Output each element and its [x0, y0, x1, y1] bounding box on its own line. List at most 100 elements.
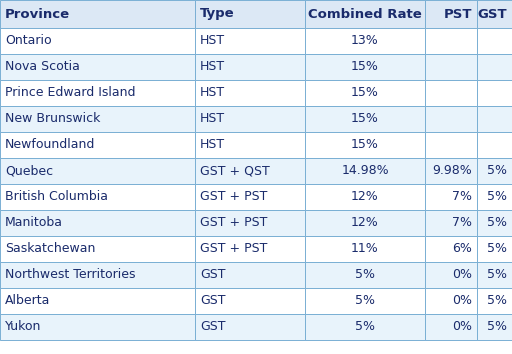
Bar — [0, 54, 195, 80]
Bar — [0, 236, 195, 262]
Text: 5%: 5% — [487, 190, 507, 204]
Text: Alberta: Alberta — [5, 295, 50, 308]
Text: GST + PST: GST + PST — [200, 190, 267, 204]
Bar — [305, 262, 425, 288]
Bar — [425, 158, 477, 184]
Text: 5%: 5% — [487, 295, 507, 308]
Bar — [0, 262, 195, 288]
Text: 5%: 5% — [355, 295, 375, 308]
Text: PST: PST — [443, 7, 472, 21]
Bar — [195, 314, 305, 340]
Bar — [477, 288, 512, 314]
Bar — [425, 106, 477, 132]
Text: Manitoba: Manitoba — [5, 217, 63, 229]
Bar — [195, 80, 305, 106]
Bar — [425, 80, 477, 106]
Bar — [305, 80, 425, 106]
Bar — [477, 210, 512, 236]
Bar — [305, 132, 425, 158]
Bar — [195, 54, 305, 80]
Bar — [0, 210, 195, 236]
Bar — [305, 210, 425, 236]
Text: 7%: 7% — [452, 217, 472, 229]
Text: 15%: 15% — [351, 86, 379, 99]
Text: 5%: 5% — [355, 268, 375, 281]
Text: 7%: 7% — [452, 190, 472, 204]
Text: HST: HST — [200, 138, 225, 152]
Text: GST + QST: GST + QST — [200, 165, 270, 177]
Text: Type: Type — [200, 7, 234, 21]
Bar — [425, 0, 477, 28]
Bar — [305, 314, 425, 340]
Bar — [0, 158, 195, 184]
Bar — [425, 132, 477, 158]
Bar — [0, 106, 195, 132]
Text: Newfoundland: Newfoundland — [5, 138, 95, 152]
Bar — [305, 288, 425, 314]
Text: Prince Edward Island: Prince Edward Island — [5, 86, 136, 99]
Bar — [477, 262, 512, 288]
Text: 11%: 11% — [351, 242, 379, 256]
Text: 12%: 12% — [351, 190, 379, 204]
Bar — [0, 132, 195, 158]
Text: Yukon: Yukon — [5, 320, 41, 333]
Bar — [425, 314, 477, 340]
Bar — [425, 288, 477, 314]
Text: 14.98%: 14.98% — [341, 165, 389, 177]
Bar — [305, 54, 425, 80]
Bar — [477, 80, 512, 106]
Bar — [477, 132, 512, 158]
Text: HST: HST — [200, 113, 225, 126]
Bar — [425, 236, 477, 262]
Bar — [305, 158, 425, 184]
Bar — [305, 28, 425, 54]
Text: GST: GST — [477, 7, 507, 21]
Bar — [477, 0, 512, 28]
Text: 12%: 12% — [351, 217, 379, 229]
Text: Ontario: Ontario — [5, 34, 52, 47]
Bar — [0, 28, 195, 54]
Bar — [425, 210, 477, 236]
Text: 9.98%: 9.98% — [432, 165, 472, 177]
Bar — [305, 236, 425, 262]
Text: GST + PST: GST + PST — [200, 217, 267, 229]
Bar — [195, 236, 305, 262]
Bar — [0, 288, 195, 314]
Bar — [477, 28, 512, 54]
Text: 5%: 5% — [487, 217, 507, 229]
Text: Saskatchewan: Saskatchewan — [5, 242, 95, 256]
Bar — [477, 314, 512, 340]
Text: 0%: 0% — [452, 320, 472, 333]
Bar — [425, 28, 477, 54]
Bar — [195, 0, 305, 28]
Bar — [477, 54, 512, 80]
Bar — [195, 28, 305, 54]
Bar — [195, 132, 305, 158]
Text: 0%: 0% — [452, 295, 472, 308]
Bar — [195, 210, 305, 236]
Text: GST: GST — [200, 320, 225, 333]
Text: GST: GST — [200, 295, 225, 308]
Bar — [305, 0, 425, 28]
Text: 5%: 5% — [355, 320, 375, 333]
Text: 6%: 6% — [452, 242, 472, 256]
Bar — [195, 184, 305, 210]
Bar — [477, 184, 512, 210]
Bar — [477, 158, 512, 184]
Text: Combined Rate: Combined Rate — [308, 7, 422, 21]
Bar — [195, 158, 305, 184]
Text: HST: HST — [200, 61, 225, 74]
Bar — [0, 314, 195, 340]
Text: Quebec: Quebec — [5, 165, 53, 177]
Bar — [195, 106, 305, 132]
Text: Northwest Territories: Northwest Territories — [5, 268, 136, 281]
Text: British Columbia: British Columbia — [5, 190, 108, 204]
Text: GST + PST: GST + PST — [200, 242, 267, 256]
Text: 5%: 5% — [487, 242, 507, 256]
Text: New Brunswick: New Brunswick — [5, 113, 100, 126]
Bar — [195, 288, 305, 314]
Text: 15%: 15% — [351, 138, 379, 152]
Bar — [425, 54, 477, 80]
Text: 15%: 15% — [351, 61, 379, 74]
Text: GST: GST — [200, 268, 225, 281]
